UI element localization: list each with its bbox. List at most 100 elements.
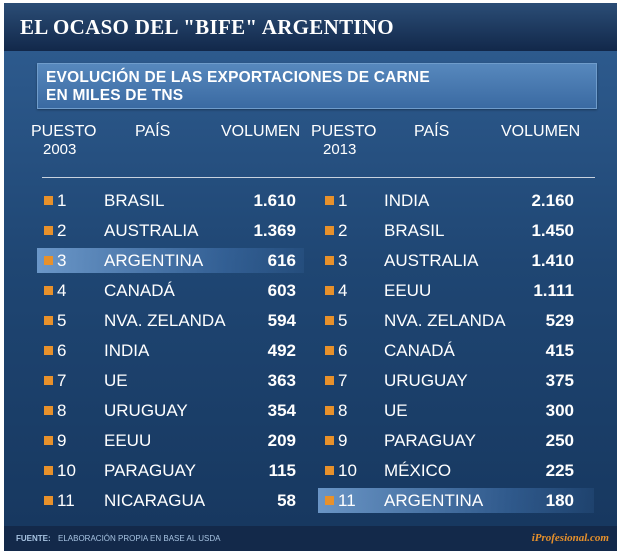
- volume-cell: 250: [545, 431, 574, 450]
- bullet-icon: [44, 436, 53, 445]
- volume-cell: 363: [267, 371, 296, 390]
- volume-cell: 594: [267, 311, 296, 330]
- bullet-icon: [325, 436, 334, 445]
- table-row: 7 UE 363: [37, 368, 304, 393]
- subtitle-box: EVOLUCIÓN DE LAS EXPORTACIONES DE CARNE …: [37, 63, 597, 109]
- table-row: 10 MÉXICO 225: [318, 458, 594, 483]
- header-rank-2013: PUESTO: [311, 123, 377, 140]
- rank-cell: 10: [338, 461, 357, 480]
- rank-cell: 3: [57, 251, 67, 270]
- rank-cell: 1: [338, 191, 348, 210]
- volume-cell: 209: [267, 431, 296, 450]
- country-cell: AUSTRALIA: [104, 221, 199, 240]
- country-cell: URUGUAY: [384, 371, 468, 390]
- rank-cell: 11: [338, 491, 356, 510]
- bullet-icon: [44, 376, 53, 385]
- bullet-icon: [44, 496, 53, 505]
- country-cell: NICARAGUA: [104, 491, 206, 510]
- rank-cell: 6: [57, 341, 67, 360]
- table-row: 4 EEUU 1.111: [318, 278, 594, 303]
- rank-cell: 7: [338, 371, 348, 390]
- rank-cell: 7: [57, 371, 67, 390]
- volume-cell: 492: [267, 341, 296, 360]
- rank-cell: 8: [57, 401, 67, 420]
- volume-cell: 375: [545, 371, 574, 390]
- country-cell: CANADÁ: [104, 281, 175, 300]
- table-row: 6 INDIA 492: [37, 338, 304, 363]
- country-cell: PARAGUAY: [384, 431, 476, 450]
- table-row: 5 NVA. ZELANDA 594: [37, 308, 304, 333]
- table-row: 11 NICARAGUA 58: [37, 488, 304, 513]
- volume-cell: 1.610: [253, 191, 296, 210]
- table-row: 9 EEUU 209: [37, 428, 304, 453]
- volume-cell: 1.410: [531, 251, 574, 270]
- rank-cell: 6: [338, 341, 348, 360]
- volume-cell: 1.369: [253, 221, 296, 240]
- table-row: 7 URUGUAY 375: [318, 368, 594, 393]
- header-country-2003: PAÍS: [135, 123, 171, 140]
- table-row: 2 BRASIL 1.450: [318, 218, 594, 243]
- country-cell: PARAGUAY: [104, 461, 196, 480]
- main-title: EL OCASO DEL "BIFE" ARGENTINO: [20, 15, 394, 39]
- header-year-2003: 2003: [43, 141, 77, 158]
- volume-cell: 603: [267, 281, 296, 300]
- footer: FUENTE: ELABORACIÓN PROPIA EN BASE AL US…: [4, 526, 617, 551]
- bullet-icon: [44, 196, 53, 205]
- footer-source-label: FUENTE:: [16, 534, 51, 543]
- volume-cell: 225: [545, 461, 574, 480]
- volume-cell: 2.160: [531, 191, 574, 210]
- bullet-icon: [325, 496, 334, 505]
- country-cell: NVA. ZELANDA: [104, 311, 226, 330]
- country-cell: UE: [384, 401, 408, 420]
- volume-cell: 58: [277, 491, 296, 510]
- rank-cell: 8: [338, 401, 348, 420]
- table-row: 3 ARGENTINA 616: [37, 248, 304, 273]
- rank-cell: 2: [338, 221, 348, 240]
- header-divider: [42, 177, 595, 178]
- rank-cell: 2: [57, 221, 67, 240]
- rank-cell: 9: [338, 431, 348, 450]
- table-row: 6 CANADÁ 415: [318, 338, 594, 363]
- header-volume-2003: VOLUMEN: [221, 123, 301, 140]
- footer-source-text: ELABORACIÓN PROPIA EN BASE AL USDA: [58, 534, 221, 543]
- bullet-icon: [325, 286, 334, 295]
- rank-cell: 5: [338, 311, 348, 330]
- volume-cell: 1.450: [531, 221, 574, 240]
- header-rank-2003: PUESTO: [31, 123, 97, 140]
- country-cell: INDIA: [384, 191, 430, 210]
- content-panel: EVOLUCIÓN DE LAS EXPORTACIONES DE CARNE …: [4, 51, 617, 526]
- country-cell: EEUU: [104, 431, 152, 450]
- rank-cell: 9: [57, 431, 67, 450]
- bullet-icon: [44, 406, 53, 415]
- bullet-icon: [325, 256, 334, 265]
- volume-cell: 354: [267, 401, 296, 420]
- country-cell: ARGENTINA: [104, 251, 204, 270]
- title-bar: EL OCASO DEL "BIFE" ARGENTINO: [4, 3, 617, 51]
- table-row: 2 AUSTRALIA 1.369: [37, 218, 304, 243]
- bullet-icon: [325, 196, 334, 205]
- volume-cell: 180: [545, 491, 574, 510]
- country-cell: AUSTRALIA: [384, 251, 479, 270]
- bullet-icon: [325, 226, 334, 235]
- volume-cell: 616: [267, 251, 296, 270]
- bullet-icon: [325, 346, 334, 355]
- bullet-icon: [44, 286, 53, 295]
- table-row: 1 INDIA 2.160: [318, 188, 594, 213]
- country-cell: NVA. ZELANDA: [384, 311, 506, 330]
- rank-cell: 4: [338, 281, 348, 300]
- header-volume-2013: VOLUMEN: [501, 123, 581, 140]
- rank-cell: 10: [57, 461, 76, 480]
- bullet-icon: [44, 256, 53, 265]
- table-row: 10 PARAGUAY 115: [37, 458, 304, 483]
- rank-cell: 3: [338, 251, 348, 270]
- table-row: 8 URUGUAY 354: [37, 398, 304, 423]
- table-row: 11 ARGENTINA 180: [318, 488, 594, 513]
- volume-cell: 415: [545, 341, 574, 360]
- country-cell: UE: [104, 371, 128, 390]
- country-cell: EEUU: [384, 281, 432, 300]
- bullet-icon: [44, 466, 53, 475]
- country-cell: ARGENTINA: [384, 491, 484, 510]
- header-country-2013: PAÍS: [414, 123, 450, 140]
- footer-brand-logo: iProfesional.com: [531, 532, 609, 544]
- table-row: 8 UE 300: [318, 398, 594, 423]
